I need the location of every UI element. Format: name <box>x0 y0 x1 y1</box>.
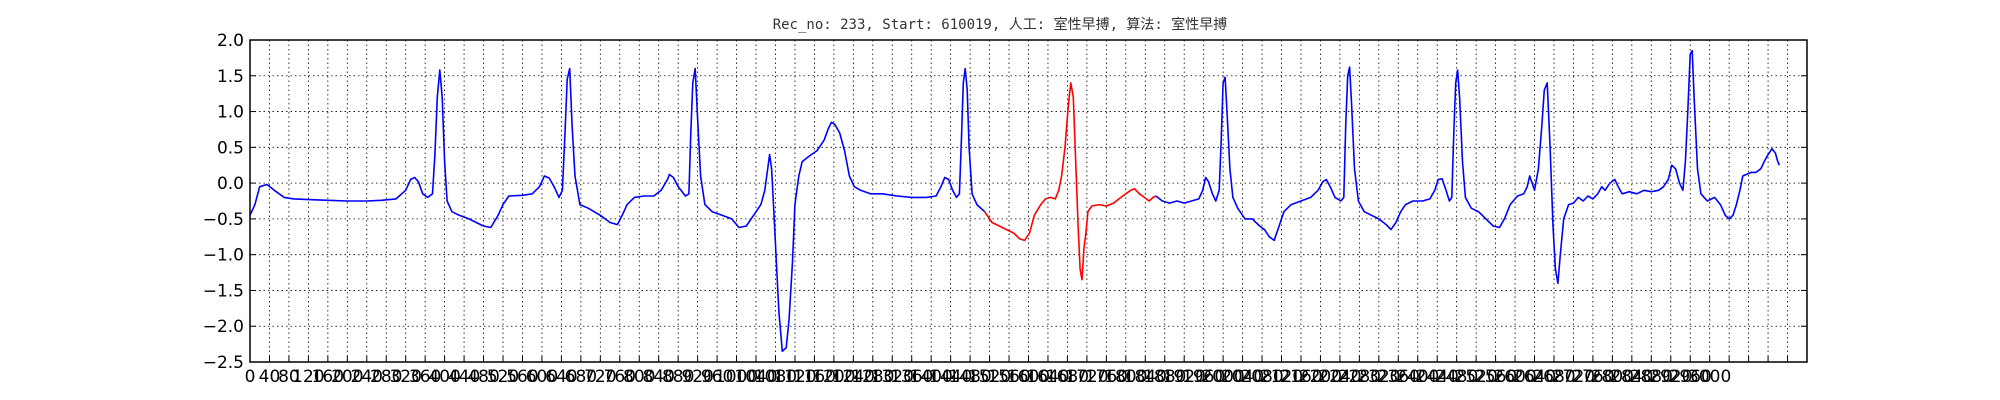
x-tick-label: 1120 <box>773 367 816 387</box>
x-tick-label: 2480 <box>1435 367 1478 387</box>
x-tick-label: 2000 <box>1201 367 1244 387</box>
x-tick-label: 2600 <box>1493 367 1536 387</box>
x-tick-label: 1800 <box>1104 367 1147 387</box>
x-tick-label: 200 <box>331 367 363 387</box>
x-tick-label: 1480 <box>948 367 991 387</box>
x-tick-label: 1280 <box>851 367 894 387</box>
x-tick-label: 960 <box>701 367 733 387</box>
x-tick-label: 360 <box>409 367 441 387</box>
ecg-series-line <box>249 67 986 353</box>
x-tick-label: 2360 <box>1377 367 1420 387</box>
x-tick-label: 1960 <box>1182 367 1225 387</box>
x-tick-label: 400 <box>428 367 460 387</box>
x-tick-label: 1240 <box>832 367 875 387</box>
y-tick-label: 0.5 <box>217 138 244 158</box>
x-tick-label: 2720 <box>1552 367 1595 387</box>
x-tick-label: 760 <box>604 367 636 387</box>
x-tick-label: 880 <box>662 367 694 387</box>
x-tick-label: 1520 <box>968 367 1011 387</box>
x-tick-label: 2400 <box>1396 367 1439 387</box>
ecg-traces <box>249 49 1781 353</box>
x-tick-label: 1920 <box>1163 367 1206 387</box>
x-tick-label: 160 <box>312 367 344 387</box>
x-tick-label: 680 <box>565 367 597 387</box>
x-tick-label: 560 <box>506 367 538 387</box>
y-tick-label: −1.0 <box>203 246 244 266</box>
x-tick-label: 2640 <box>1513 367 1556 387</box>
x-tick-label: 120 <box>292 367 324 387</box>
x-tick-label: 800 <box>623 367 655 387</box>
x-tick-label: 600 <box>526 367 558 387</box>
x-tick-label: 1680 <box>1046 367 1089 387</box>
x-tick-label: 480 <box>467 367 499 387</box>
x-tick-label: 320 <box>389 367 421 387</box>
x-tick-label: 1560 <box>987 367 1030 387</box>
x-tick-label: 2320 <box>1357 367 1400 387</box>
x-tick-label: 2760 <box>1571 367 1614 387</box>
x-tick-label: 2960 <box>1669 367 1712 387</box>
x-tick-label: 1600 <box>1007 367 1050 387</box>
x-tick-label: 2680 <box>1532 367 1575 387</box>
x-tick-label: 840 <box>642 367 674 387</box>
x-tick-label: 2120 <box>1260 367 1303 387</box>
x-tick-label: 1440 <box>929 367 972 387</box>
y-tick-label: −1.5 <box>203 281 244 301</box>
x-tick-label: 2200 <box>1299 367 1342 387</box>
x-tick-label: 440 <box>448 367 480 387</box>
ecg-series-line <box>1155 49 1781 285</box>
y-tick-label: 1.0 <box>217 103 244 123</box>
x-tick-label: 2240 <box>1318 367 1361 387</box>
x-tick-label: 2440 <box>1416 367 1459 387</box>
x-tick-label: 2040 <box>1221 367 1264 387</box>
x-tick-label: 1400 <box>910 367 953 387</box>
x-tick-label: 2160 <box>1279 367 1322 387</box>
x-tick-label: 2840 <box>1610 367 1653 387</box>
x-tick-label: 1080 <box>754 367 797 387</box>
y-tick-label: 0.0 <box>217 174 244 194</box>
x-tick-label: 920 <box>681 367 713 387</box>
x-tick-label: 1200 <box>812 367 855 387</box>
y-tick-label: 2.0 <box>217 31 244 51</box>
x-tick-label: 2080 <box>1240 367 1283 387</box>
grid <box>249 39 1808 363</box>
x-tick-label: 720 <box>584 367 616 387</box>
ecg-series-line <box>984 82 1157 281</box>
x-tick-label: 240 <box>351 367 383 387</box>
x-tick-label: 2280 <box>1338 367 1381 387</box>
y-axis: 2.0 1.5 1.0 0.5 0.0 −0.5 −1.0 −1.5 −2.0 −2.5 <box>203 31 1807 373</box>
plot-frame <box>249 39 1808 363</box>
x-axis: 0 408012016020024028032036040044048052056… <box>245 356 1808 387</box>
x-tick-label: 1840 <box>1124 367 1167 387</box>
x-tick-label: 0 <box>245 367 256 387</box>
chart-title: Rec_no: 233, Start: 610019, 人工: 室性早搏, 算法… <box>773 16 1228 33</box>
y-tick-label: −0.5 <box>203 210 244 230</box>
x-tick-label: 1880 <box>1143 367 1186 387</box>
y-tick-label: −2.0 <box>203 317 244 337</box>
y-tick-label: 1.5 <box>217 67 244 87</box>
x-tick-label: 1000 <box>715 367 758 387</box>
x-tick-label: 80 <box>278 367 300 387</box>
x-tick-label: 1760 <box>1085 367 1128 387</box>
x-tick-label: 1360 <box>890 367 933 387</box>
x-tick-label: 2920 <box>1649 367 1692 387</box>
x-tick-label: 640 <box>545 367 577 387</box>
x-tick-label: 520 <box>487 367 519 387</box>
x-tick-label: 2800 <box>1591 367 1634 387</box>
x-tick-label: 3000 <box>1688 367 1731 387</box>
x-tick-label: 2560 <box>1474 367 1517 387</box>
x-tick-label: 2880 <box>1630 367 1673 387</box>
x-tick-label: 2520 <box>1455 367 1498 387</box>
y-tick-label: −2.5 <box>203 353 244 373</box>
x-tick-label: 1160 <box>793 367 836 387</box>
x-tick-label: 1640 <box>1026 367 1069 387</box>
x-tick-label: 1040 <box>734 367 777 387</box>
x-tick-label: 1720 <box>1065 367 1108 387</box>
x-tick-label: 280 <box>370 367 402 387</box>
x-tick-label: 1320 <box>871 367 914 387</box>
x-tick-label: 40 <box>259 367 281 387</box>
